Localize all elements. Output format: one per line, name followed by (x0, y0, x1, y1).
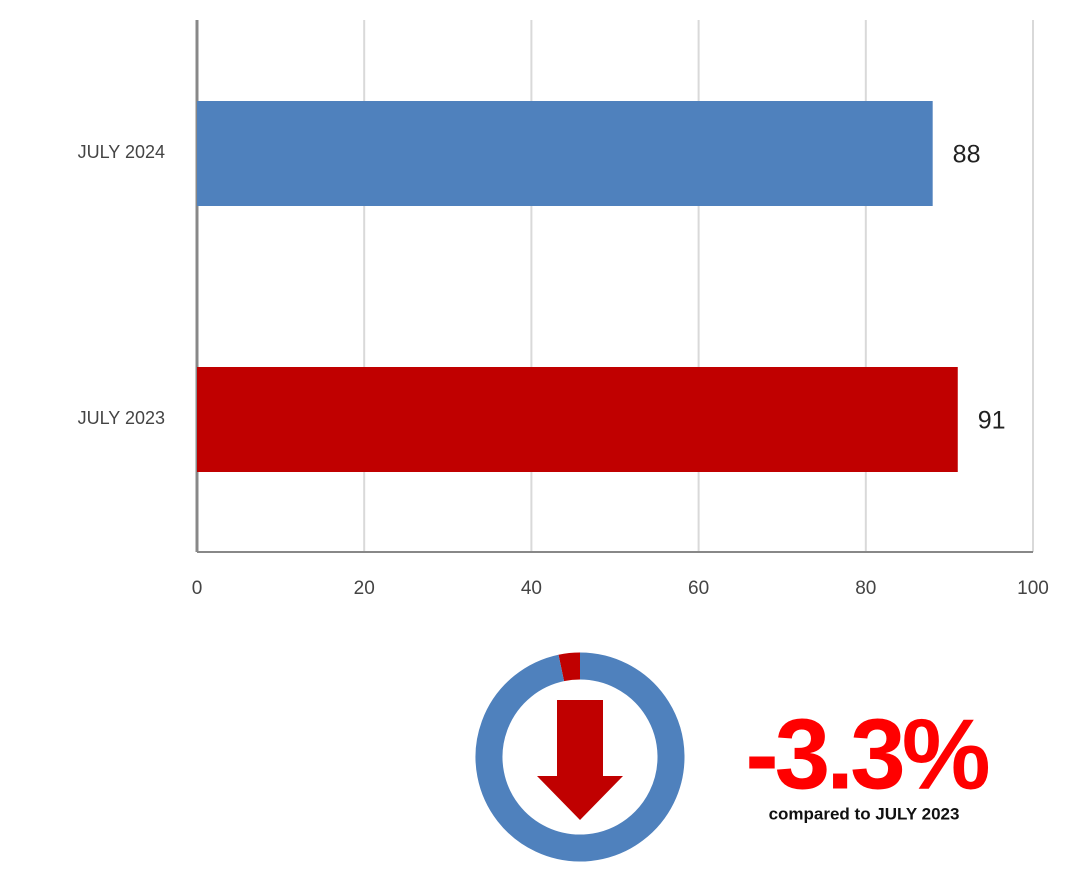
x-tick-label: 60 (688, 578, 709, 599)
donut-segment (558, 652, 581, 682)
bar (197, 367, 958, 472)
bar (197, 101, 933, 206)
arrow-shaft (557, 700, 603, 778)
value-label: 88 (953, 141, 981, 169)
x-tick-label: 20 (354, 578, 375, 599)
note: compared to JULY 2023 (769, 804, 960, 823)
donut-segment (475, 652, 685, 862)
x-tick-label: 80 (855, 578, 876, 599)
x-tick-label: 0 (192, 578, 203, 599)
change-label: -3.3% (745, 698, 988, 810)
x-tick-label: 100 (1017, 578, 1049, 599)
x-tick-label: 40 (521, 578, 542, 599)
down-arrow (537, 700, 623, 820)
y-tick-label: JULY 2023 (78, 408, 165, 428)
value-label: 91 (978, 407, 1006, 435)
arrow-head (537, 776, 623, 820)
y-tick-label: JULY 2024 (78, 142, 165, 162)
